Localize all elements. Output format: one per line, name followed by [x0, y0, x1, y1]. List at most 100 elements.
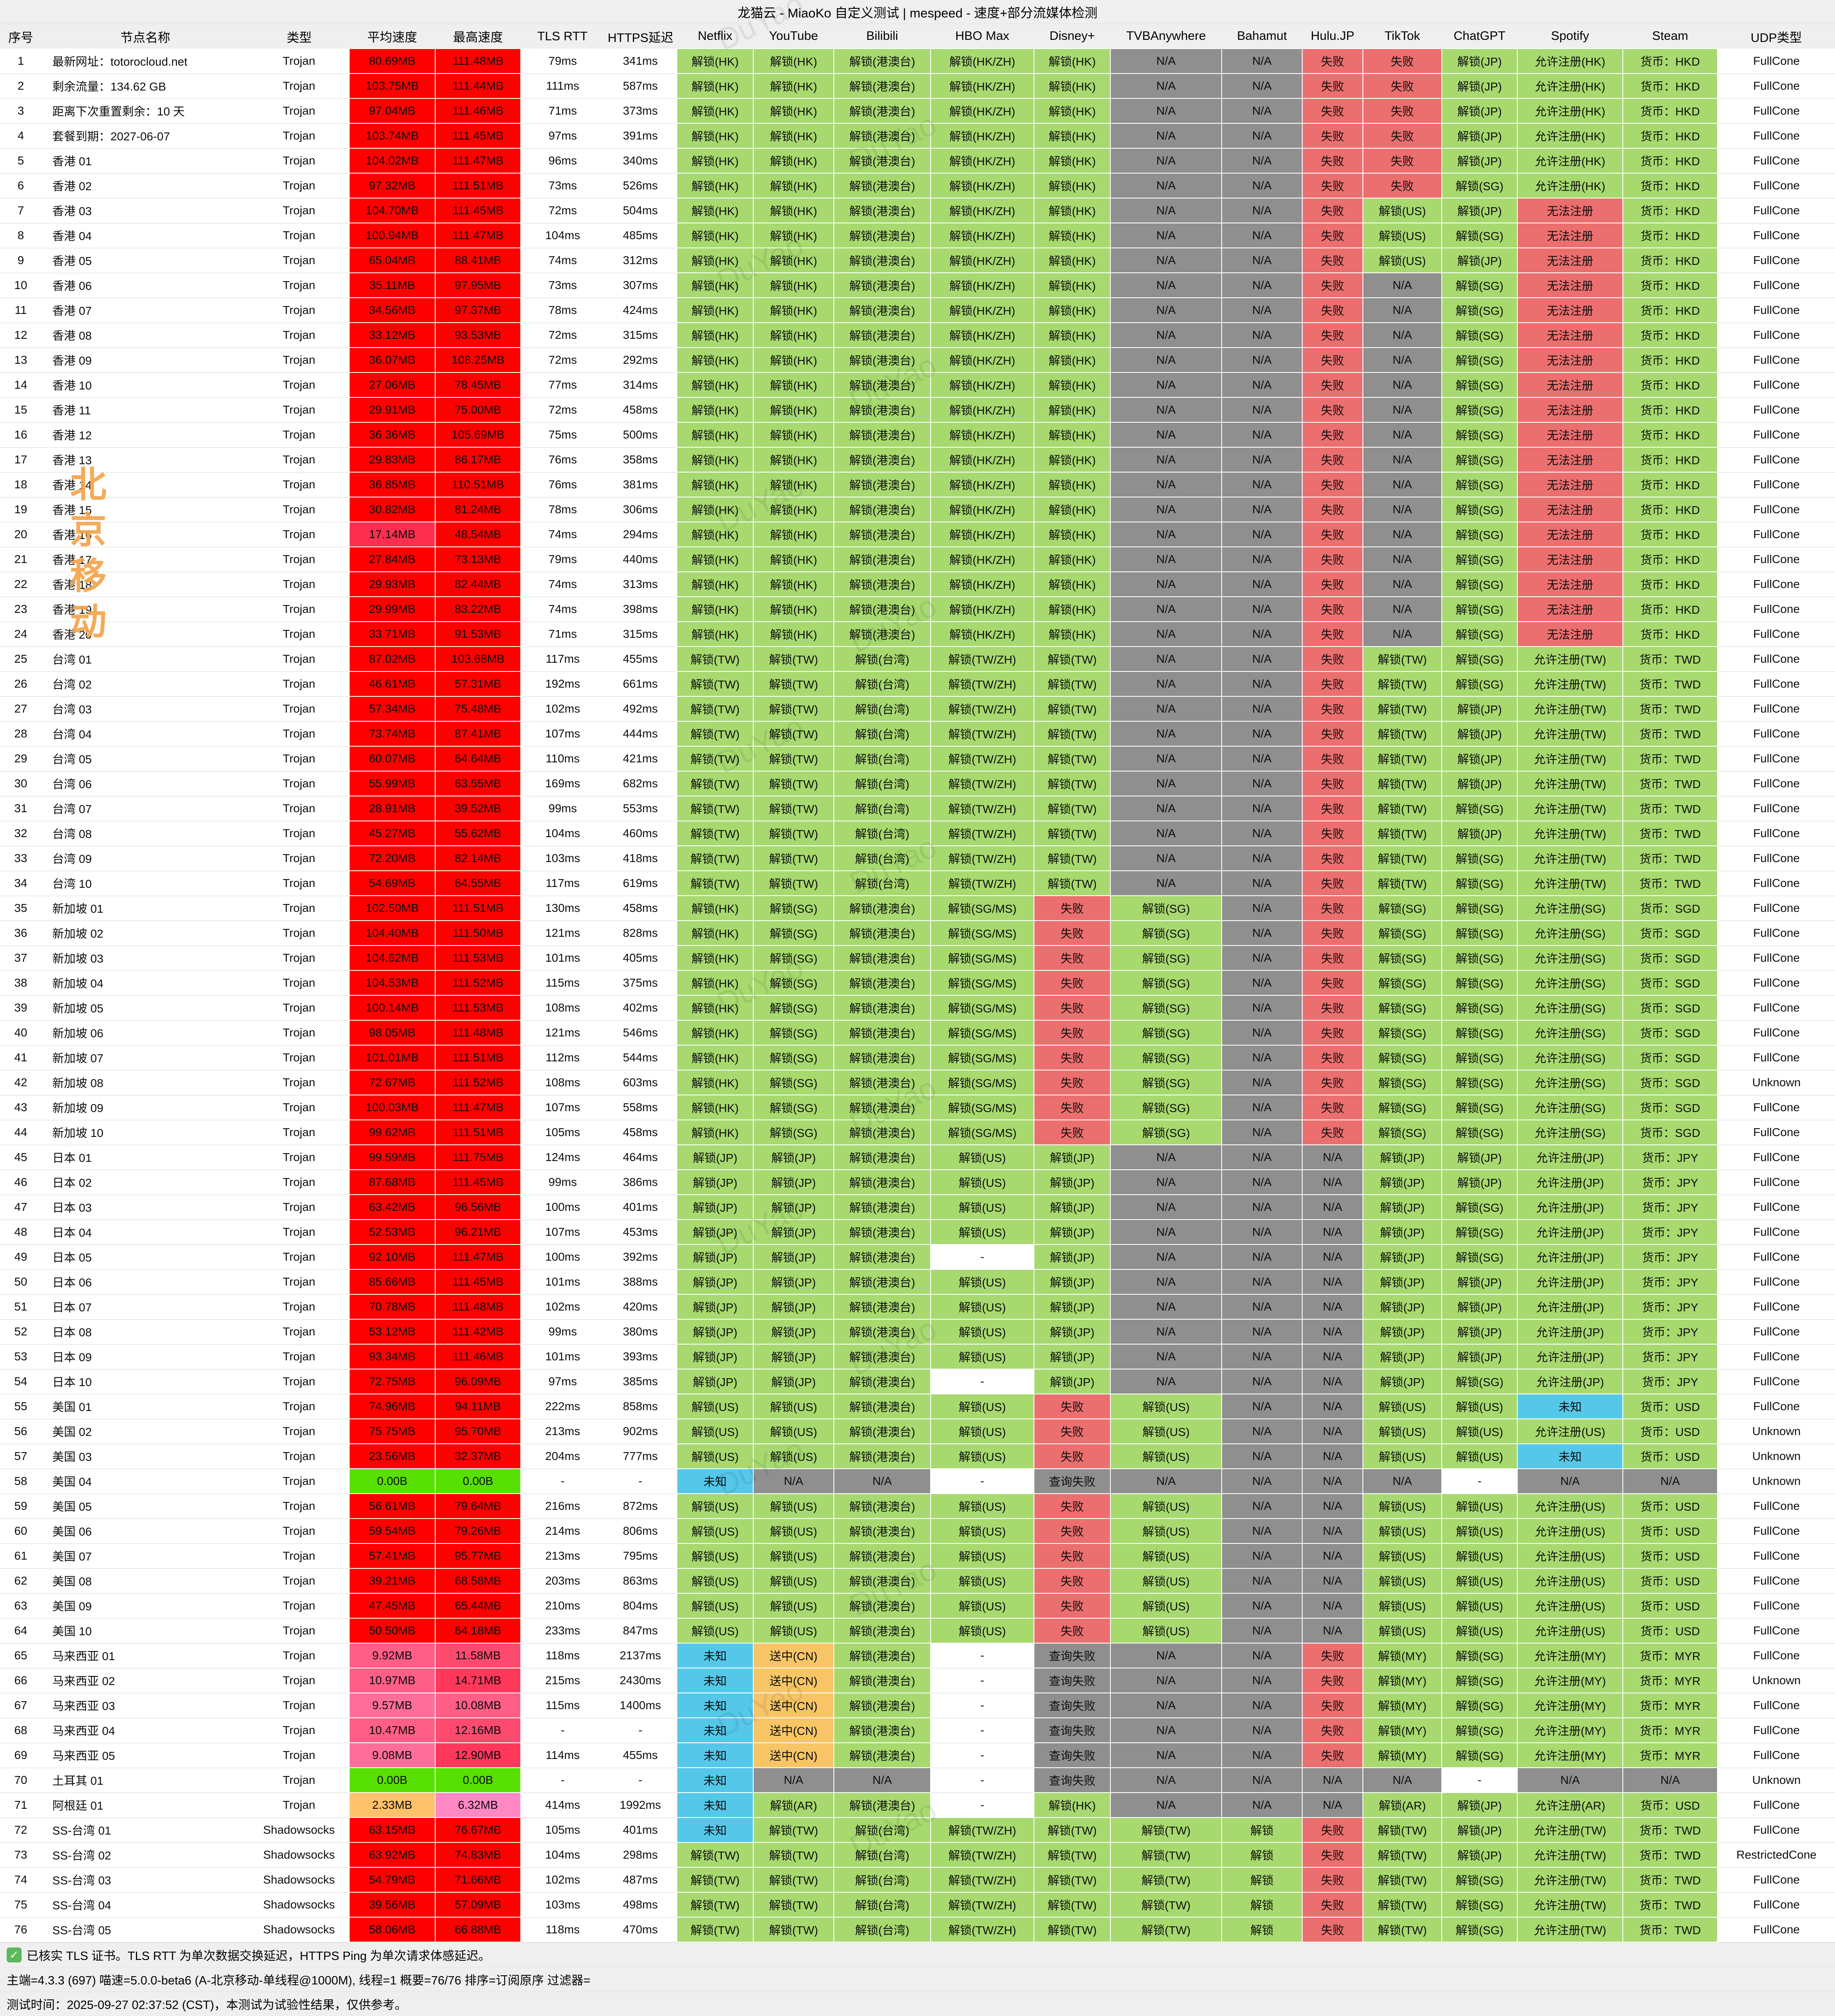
cell-youtube: 解锁(HK)	[753, 98, 834, 124]
cell-hulujp: 失败	[1302, 1867, 1363, 1893]
cell-youtube: 解锁(TW)	[753, 1867, 834, 1893]
cell-disney: 解锁(JP)	[1034, 1369, 1111, 1394]
cell-node-name: 新加坡 08	[42, 1070, 249, 1095]
cell-disney: 失败	[1034, 995, 1111, 1021]
cell-https-ping: 828ms	[604, 921, 677, 946]
cell-bahamut: 解锁	[1221, 1867, 1303, 1893]
table-row: 20 香港 16 Trojan 17.14MB 48.54MB 74ms 294ms 解锁(H…	[0, 522, 1835, 547]
cell-chatgpt: 解锁(SG)	[1441, 870, 1518, 896]
cell-avg-speed: 97.04MB	[349, 98, 436, 124]
cell-protocol-type: Trojan	[249, 348, 349, 373]
cell-spotify: 允许注册(US)	[1517, 1418, 1623, 1444]
cell-tls-rtt: 75ms	[521, 422, 604, 448]
cell-spotify: 允许注册(JP)	[1517, 1144, 1623, 1170]
cell-index: 38	[0, 970, 42, 996]
cell-udp-type: FullCone	[1717, 472, 1835, 497]
cell-index: 76	[0, 1917, 42, 1943]
cell-youtube: 解锁(SG)	[753, 970, 834, 996]
cell-max-speed: 95.77MB	[435, 1543, 521, 1569]
cell-hulujp: N/A	[1302, 1443, 1363, 1469]
cell-protocol-type: Trojan	[249, 1045, 349, 1070]
cell-disney: 失败	[1034, 970, 1111, 996]
cell-tiktok: 解锁(JP)	[1362, 1319, 1442, 1345]
cell-https-ping: 341ms	[604, 49, 677, 74]
cell-udp-type: FullCone	[1717, 1344, 1835, 1369]
cell-steam: 货币：HKD	[1622, 472, 1718, 497]
cell-spotify: 允许注册(US)	[1517, 1593, 1623, 1619]
cell-tiktok: 解锁(SG)	[1362, 1070, 1442, 1095]
cell-spotify: 允许注册(TW)	[1517, 1892, 1623, 1918]
cell-steam: 货币：TWD	[1622, 721, 1718, 747]
cell-udp-type: FullCone	[1717, 771, 1835, 796]
table-row: 11 香港 07 Trojan 34.56MB 97.37MB 78ms 424ms 解锁(H…	[0, 297, 1835, 323]
cell-spotify: 允许注册(HK)	[1517, 48, 1623, 74]
cell-netflix: 解锁(HK)	[676, 123, 754, 149]
cell-spotify: 允许注册(US)	[1517, 1543, 1623, 1569]
cell-bilibili: 解锁(港澳台)	[833, 472, 931, 497]
cell-tls-rtt: 210ms	[521, 1593, 604, 1619]
cell-bahamut: N/A	[1221, 522, 1303, 547]
cell-tiktok: 解锁(SG)	[1362, 1119, 1442, 1145]
table-row: 60 美国 06 Trojan 59.54MB 79.26MB 214ms 806ms 解锁(…	[0, 1518, 1835, 1544]
cell-netflix: 解锁(US)	[676, 1418, 754, 1444]
cell-tiktok: 解锁(JP)	[1362, 1169, 1442, 1195]
cell-max-speed: 105.69MB	[435, 422, 521, 448]
cell-chatgpt: 解锁(SG)	[1441, 1119, 1518, 1145]
column-header: Netflix	[677, 24, 753, 49]
cell-bilibili: 解锁(港澳台)	[833, 1344, 931, 1369]
cell-bahamut: N/A	[1221, 123, 1303, 149]
cell-index: 19	[0, 497, 42, 522]
cell-netflix: 解锁(TW)	[676, 845, 754, 871]
cell-tls-rtt: 222ms	[521, 1394, 604, 1419]
cell-disney: 失败	[1034, 1518, 1111, 1544]
cell-bahamut: N/A	[1221, 1169, 1303, 1195]
cell-tls-rtt: 124ms	[521, 1145, 604, 1170]
cell-tvbanywhere: N/A	[1110, 1792, 1222, 1818]
cell-tiktok: 解锁(SG)	[1362, 1095, 1442, 1120]
cell-hulujp: 失败	[1302, 821, 1363, 846]
cell-tiktok: 解锁(JP)	[1362, 1294, 1442, 1320]
cell-disney: 解锁(HK)	[1034, 571, 1111, 597]
cell-protocol-type: Trojan	[249, 397, 349, 423]
cell-udp-type: FullCone	[1717, 298, 1835, 323]
cell-tiktok: 解锁(US)	[1362, 247, 1442, 273]
cell-udp-type: Unknown	[1717, 1668, 1835, 1693]
cell-max-speed: 111.50MB	[435, 920, 521, 946]
cell-tls-rtt: 117ms	[521, 871, 604, 896]
cell-chatgpt: 解锁(SG)	[1441, 1045, 1518, 1070]
cell-steam: 货币：USD	[1622, 1593, 1718, 1619]
cell-node-name: 台湾 03	[42, 696, 249, 722]
cell-index: 59	[0, 1494, 42, 1519]
cell-chatgpt: -	[1442, 1469, 1517, 1494]
cell-netflix: 解锁(TW)	[676, 1917, 754, 1943]
cell-https-ping: 460ms	[604, 821, 677, 846]
cell-chatgpt: 解锁(JP)	[1441, 1319, 1518, 1345]
cell-hbomax: 解锁(HK/ZH)	[930, 546, 1034, 572]
cell-tiktok: 解锁(SG)	[1362, 895, 1442, 921]
cell-tls-rtt: 71ms	[521, 98, 604, 124]
cell-tls-rtt: 99ms	[521, 1170, 604, 1195]
cell-max-speed: 48.54MB	[435, 522, 521, 547]
cell-netflix: 未知	[676, 1767, 754, 1793]
table-row: 52 日本 08 Trojan 53.12MB 111.42MB 99ms 380ms 解锁(…	[0, 1319, 1835, 1345]
cell-hulujp: N/A	[1302, 1618, 1363, 1644]
cell-bilibili: 解锁(台湾)	[833, 1842, 931, 1868]
cell-hbomax: 解锁(US)	[930, 1543, 1034, 1569]
cell-spotify: 无法注册	[1517, 223, 1623, 248]
cell-bilibili: 解锁(港澳台)	[833, 1244, 931, 1270]
cell-hbomax: -	[931, 1668, 1034, 1693]
cell-disney: 解锁(TW)	[1034, 696, 1111, 722]
cell-steam: 货币：SGD	[1622, 1020, 1718, 1046]
table-row: 34 台湾 10 Trojan 54.69MB 64.55MB 117ms 619ms 解锁(…	[0, 870, 1835, 896]
cell-index: 26	[0, 671, 42, 697]
cell-index: 43	[0, 1095, 42, 1120]
cell-avg-speed: 17.14MB	[349, 522, 436, 547]
cell-index: 50	[0, 1269, 42, 1295]
cell-bilibili: 解锁(港澳台)	[833, 621, 931, 647]
cell-hulujp: 失败	[1302, 1693, 1363, 1718]
cell-disney: 解锁(TW)	[1034, 671, 1111, 697]
cell-node-name: 土耳其 01	[42, 1768, 249, 1793]
cell-avg-speed: 63.42MB	[349, 1194, 436, 1220]
table-row: 27 台湾 03 Trojan 57.34MB 75.48MB 102ms 492ms 解锁(…	[0, 696, 1835, 722]
cell-udp-type: FullCone	[1717, 1818, 1835, 1843]
